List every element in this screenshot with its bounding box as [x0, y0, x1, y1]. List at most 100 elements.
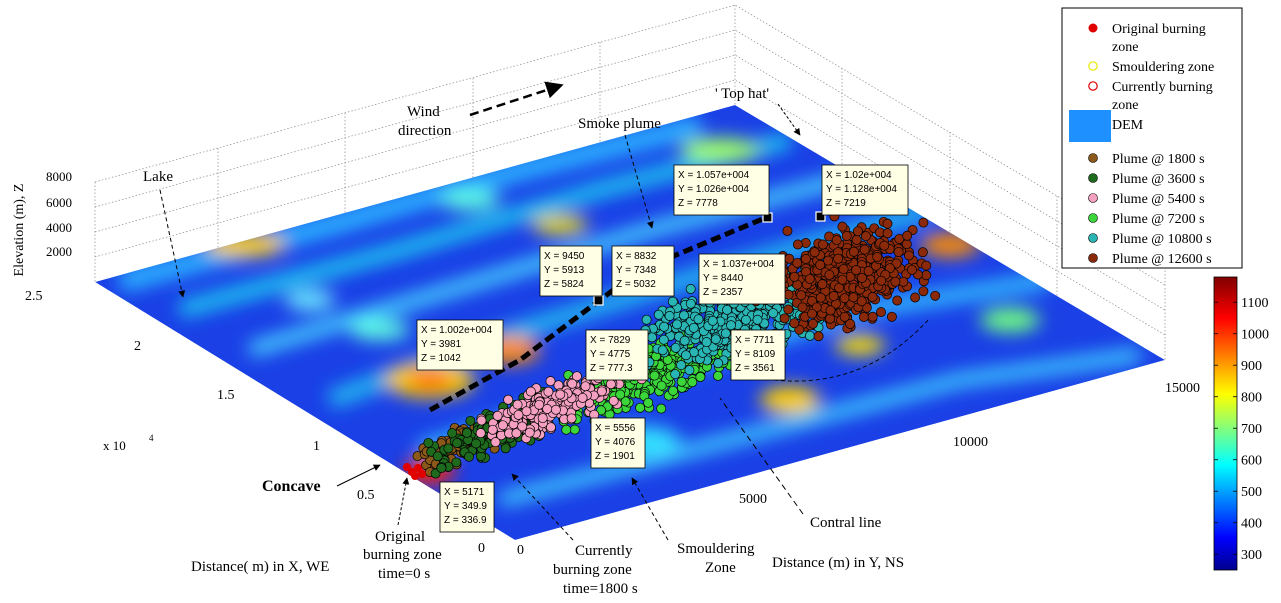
plume-point: [817, 239, 828, 250]
x-tick-label: 1: [313, 439, 320, 454]
plume-point: [503, 394, 514, 405]
plume-point: [649, 370, 660, 381]
plume-point: [792, 257, 803, 268]
plume-point: [475, 428, 486, 439]
plume-point: [641, 314, 652, 325]
plume-point: [569, 424, 580, 435]
plume-point: [782, 225, 793, 236]
plume-point: [839, 311, 850, 322]
plume-point: [841, 231, 852, 241]
plume-point: [561, 424, 572, 435]
plume-point: [815, 292, 826, 303]
plume-point: [647, 332, 657, 343]
legend-marker: [1088, 61, 1098, 71]
plume-point: [487, 424, 498, 435]
annotation-original-2: burning zone: [363, 547, 442, 563]
datatip-x: X = 1.057e+004: [678, 170, 750, 181]
plume-point: [664, 311, 675, 321]
colorbar-tick-label: 1000: [1241, 328, 1269, 343]
legend-label: Plume @ 7200 s: [1112, 212, 1205, 227]
legend: Original burning zone Smouldering zone Curr…: [1061, 7, 1243, 269]
plume-point: [685, 298, 696, 309]
z-tick-label: 8000: [46, 169, 72, 184]
plume-point: [679, 335, 690, 346]
plume-point: [423, 437, 434, 448]
colorbar-gradient: [1213, 276, 1238, 571]
plume-point: [815, 259, 826, 270]
legend-item: Original burning zone: [1088, 22, 1206, 55]
legend-marker: [1088, 233, 1098, 243]
legend-item: Smouldering zone: [1088, 60, 1214, 75]
plume-point: [848, 246, 859, 257]
plume-point: [917, 247, 928, 258]
legend-marker: [1088, 213, 1098, 223]
datatip-x: X = 7711: [735, 335, 775, 346]
legend-marker: [1088, 81, 1098, 91]
plume-point: [443, 443, 454, 454]
datatip-x: X = 9450: [544, 251, 585, 262]
z-axis-title: Elevation (m), Z: [12, 184, 27, 277]
plume-point: [825, 305, 836, 316]
datatip-box: [698, 253, 786, 305]
x-tick-label: 1.5: [217, 388, 235, 403]
datatip-x: X = 8832: [616, 251, 657, 262]
plume-point: [857, 273, 867, 283]
plume-point: [685, 284, 696, 294]
annotation-smouldering-2: Zone: [705, 560, 736, 576]
datatip-y: Y = 3981: [421, 339, 462, 350]
annotation-current-2: burning zone: [553, 562, 632, 578]
plume-point: [823, 255, 834, 266]
plume-series-5: [751, 211, 941, 342]
z-tick-label: 6000: [46, 195, 72, 210]
colorbar-tick-label: 400: [1241, 517, 1262, 532]
plume-point: [796, 290, 807, 301]
plume-point: [789, 271, 800, 282]
plume-point: [512, 399, 523, 410]
plume-point: [720, 328, 731, 339]
datatip-x: X = 7829: [590, 335, 631, 346]
plume-point: [876, 275, 887, 286]
plume-point: [901, 239, 912, 250]
x-tick-label: 2: [134, 339, 141, 354]
plume-point: [800, 254, 811, 264]
annotation-concave: Concave: [262, 478, 321, 495]
plume-point: [740, 314, 751, 325]
plume-series-3: [475, 361, 647, 448]
datatip: X = 7829 Y = 4775 Z = 777.3: [585, 329, 649, 381]
plume-point: [710, 334, 721, 345]
plume-point: [713, 358, 724, 369]
datatip: X = 7711 Y = 8109 Z = 3561: [730, 329, 786, 381]
plume-point: [797, 302, 808, 313]
datatip-x: X = 5556: [595, 423, 636, 434]
plume-point: [910, 292, 921, 303]
plume-point: [436, 463, 447, 473]
plume-point: [851, 265, 862, 276]
plume-point: [707, 315, 718, 326]
datatip-box: [416, 319, 504, 371]
plume-point: [658, 334, 669, 345]
plume-point: [824, 269, 835, 280]
plume-point: [867, 292, 878, 302]
y-tick-label: 0: [517, 543, 524, 558]
plume-point: [845, 319, 856, 329]
datatip-z: Z = 777.3: [590, 363, 633, 374]
original-burning-point: [418, 470, 426, 478]
plume-point: [670, 342, 681, 353]
datatip-y: Y = 4775: [590, 349, 631, 360]
legend-label: Plume @ 5400 s: [1112, 192, 1205, 207]
plume-point: [876, 307, 886, 318]
legend-marker: [1069, 110, 1111, 142]
annotation-wind-direction: direction: [398, 123, 452, 139]
plume-point: [492, 410, 503, 421]
axes-labels: 0 0.5 1 1.5 2 2.5 x 10 4 0 5000 10000 15000 2000 4000…: [12, 169, 1200, 575]
plume-point: [668, 385, 679, 396]
annotation-smouldering-1: Smouldering: [677, 541, 755, 557]
plume-point: [670, 369, 681, 380]
annotation-central-line: Contral line: [810, 515, 882, 531]
datatip: X = 9450 Y = 5913 Z = 5824: [539, 245, 603, 297]
annotation-wind: Wind: [407, 104, 440, 120]
plume-point: [695, 372, 706, 382]
annotations: Wind direction ' Top hat' Smoke plume La…: [143, 81, 882, 597]
plume-point: [452, 438, 463, 448]
axes-box: [94, 4, 1166, 360]
